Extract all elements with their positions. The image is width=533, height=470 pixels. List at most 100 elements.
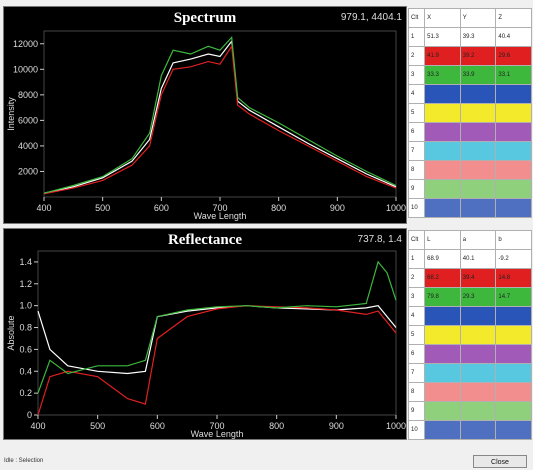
table-cell (459, 84, 497, 104)
table-cell (459, 122, 497, 142)
table-row[interactable]: 7 (407, 141, 532, 161)
row-index: 6 (407, 344, 426, 364)
table-cell (495, 306, 532, 326)
table-cell (424, 420, 461, 440)
table-cell (459, 103, 497, 123)
x-tick-label: 900 (329, 421, 344, 431)
plot-area (37, 250, 397, 416)
table-cell (495, 382, 532, 402)
table-row[interactable]: 8 (407, 160, 532, 180)
table-cell: 33.9 (459, 65, 497, 85)
series-line-1 (37, 305, 397, 375)
y-tick-label: 8000 (18, 90, 38, 100)
x-tick-label: 900 (330, 203, 345, 213)
table-cell: 33.1 (495, 65, 532, 85)
table-row[interactable]: 9 (407, 401, 532, 421)
row-index: 10 (407, 420, 426, 440)
table-cell (424, 344, 461, 364)
column-header: Clt (407, 8, 426, 28)
table-cell (495, 325, 532, 345)
table-cell (495, 198, 532, 218)
table-cell (459, 382, 497, 402)
column-header: L (424, 230, 461, 250)
table-row[interactable]: 9 (407, 179, 532, 199)
table-cell: 51.3 (424, 27, 461, 47)
x-tick-label: 700 (209, 421, 224, 431)
table-cell (495, 420, 532, 440)
table-cell (459, 179, 497, 199)
table-row[interactable]: 7 (407, 363, 532, 383)
row-index: 3 (407, 65, 426, 85)
column-header: a (459, 230, 497, 250)
reflectance-cursor-coord: 737.8, 1.4 (357, 234, 402, 245)
table-header-row: Clt X Y Z (407, 8, 532, 28)
y-tick-label: 12000 (13, 39, 38, 49)
table-row[interactable]: 5 (407, 325, 532, 345)
column-header: b (495, 230, 532, 250)
y-tick-label: 10000 (13, 64, 38, 74)
table-cell (459, 363, 497, 383)
x-tick-label: 600 (150, 421, 165, 431)
table-row[interactable]: 10 (407, 198, 532, 218)
table-cell (459, 401, 497, 421)
table-row[interactable]: 10 (407, 420, 532, 440)
xyz-color-table: Clt X Y Z 1 51.3 39.3 40.4 2 41.9 39.2 29.6 3 33.3 33.… (407, 8, 532, 218)
table-cell: 68.2 (424, 268, 461, 288)
table-row[interactable]: 6 (407, 122, 532, 142)
column-header: Z (495, 8, 532, 28)
table-cell: -9.2 (495, 249, 532, 269)
y-tick-label: 0 (27, 410, 32, 420)
table-cell (424, 160, 461, 180)
x-tick-label: 600 (154, 203, 169, 213)
y-tick-label: 1.2 (19, 279, 32, 289)
table-row[interactable]: 4 (407, 84, 532, 104)
x-axis-label: Wave Length (191, 429, 244, 439)
y-axis-label: Absolute (6, 315, 16, 350)
table-cell (424, 401, 461, 421)
series-line-3 (43, 36, 397, 194)
table-row[interactable]: 3 79.8 29.3 14.7 (407, 287, 532, 307)
y-tick-label: 1.4 (19, 257, 32, 267)
table-row[interactable]: 2 68.2 39.4 14.8 (407, 268, 532, 288)
table-cell: 39.4 (459, 268, 497, 288)
series-line-2 (43, 44, 397, 195)
row-index: 7 (407, 363, 426, 383)
spectrum-chart: 400 500 600 700 800 900 1000 2000 4000 6000 8000 10… (6, 30, 406, 221)
x-tick-label: 500 (95, 203, 110, 213)
table-cell (424, 198, 461, 218)
row-index: 3 (407, 287, 426, 307)
x-tick-label: 400 (30, 421, 45, 431)
table-cell: 39.3 (459, 27, 497, 47)
table-row[interactable]: 8 (407, 382, 532, 402)
table-cell (495, 179, 532, 199)
table-cell (424, 179, 461, 199)
table-row[interactable]: 3 33.3 33.9 33.1 (407, 65, 532, 85)
spectrum-chart-panel: 400 500 600 700 800 900 1000 2000 4000 6000 8000 10… (3, 6, 407, 224)
row-index: 1 (407, 249, 426, 269)
table-row[interactable]: 5 (407, 103, 532, 123)
table-row[interactable]: 2 41.9 39.2 29.6 (407, 46, 532, 66)
spectrum-cursor-coord: 979.1, 4404.1 (340, 12, 402, 23)
table-row[interactable]: 4 (407, 306, 532, 326)
reflectance-chart: 400 500 600 700 800 900 1000 0 0.2 0.4 0.6 0.8 1.0 1.… (6, 250, 406, 439)
table-row[interactable]: 1 68.9 40.1 -9.2 (407, 249, 532, 269)
row-index: 1 (407, 27, 426, 47)
x-tick-label: 1000 (386, 421, 406, 431)
table-cell: 41.9 (424, 46, 461, 66)
table-cell: 39.2 (459, 46, 497, 66)
y-tick-label: 0.8 (19, 323, 32, 333)
x-tick-label: 1000 (386, 203, 406, 213)
x-tick-label: 500 (90, 421, 105, 431)
table-cell (459, 141, 497, 161)
table-cell (459, 198, 497, 218)
table-row[interactable]: 1 51.3 39.3 40.4 (407, 27, 532, 47)
table-cell (495, 141, 532, 161)
status-text: Idle : Selection (4, 458, 44, 464)
x-tick-label: 700 (212, 203, 227, 213)
close-button[interactable]: Close (473, 455, 527, 468)
table-cell: 14.8 (495, 268, 532, 288)
series-line-1 (43, 39, 397, 194)
table-row[interactable]: 6 (407, 344, 532, 364)
table-cell (424, 141, 461, 161)
